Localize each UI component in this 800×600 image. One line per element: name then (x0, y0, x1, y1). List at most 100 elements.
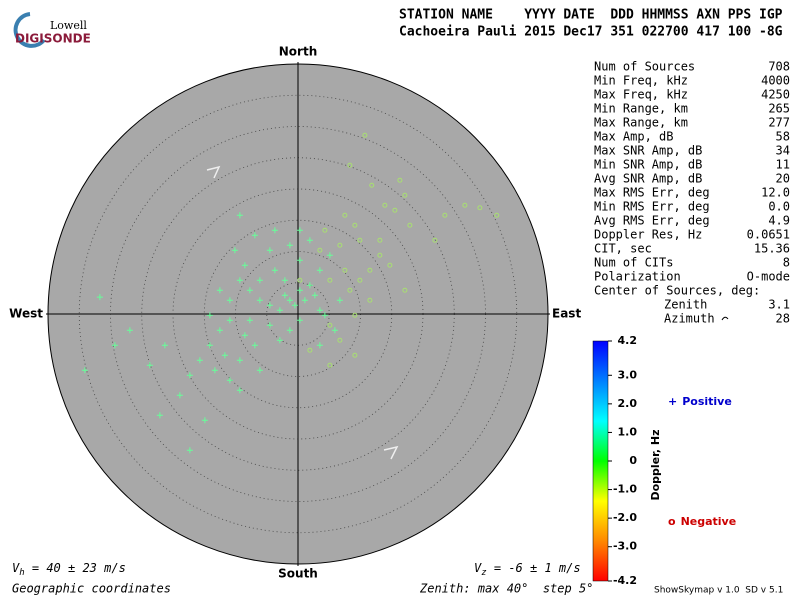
stat-value: 0.0 (768, 200, 790, 214)
positive-source (176, 392, 183, 399)
legend-entry: + Positive (668, 395, 732, 408)
negative-source (317, 247, 323, 253)
negative-source (352, 312, 358, 318)
stat-label: Num of CITs (594, 256, 673, 270)
negative-source (342, 267, 348, 273)
negative-source (494, 212, 500, 218)
negative-source (357, 237, 363, 243)
positive-source (291, 302, 298, 309)
positive-source (266, 322, 273, 329)
vh-symbol: V (12, 561, 20, 575)
stat-value: O-mode (747, 270, 790, 284)
vh-label: Vh = 40 ± 23 m/s (12, 561, 126, 578)
stat-label: Polarization (594, 270, 681, 284)
negative-source (402, 192, 408, 198)
positive-source (111, 342, 118, 349)
legend-name: Positive (682, 395, 732, 408)
logo-swoosh (13, 12, 46, 48)
positive-source (236, 212, 243, 219)
positive-source (281, 277, 288, 284)
negative-source (382, 202, 388, 208)
logo-bottom: DIGISONDE (15, 32, 91, 46)
legend-entry: o Negative (668, 515, 736, 528)
positive-source (221, 352, 228, 359)
positive-source (231, 247, 238, 254)
positive-source (226, 297, 233, 304)
positive-source (196, 357, 203, 364)
positive-source (311, 292, 318, 299)
negative-source (367, 297, 373, 303)
negative-source (477, 205, 483, 211)
positive-source (156, 412, 163, 419)
colorbar-tick-label: 2.0 (618, 397, 638, 410)
positive-source (271, 267, 278, 274)
colorbar-tick-label: -1.0 (613, 483, 637, 496)
stat-value: 4000 (761, 74, 790, 88)
positive-source (286, 242, 293, 249)
direction-arrow (383, 445, 399, 460)
positive-source (276, 337, 283, 344)
stat-label: Min RMS Err, deg (594, 200, 710, 214)
positive-source (96, 294, 103, 301)
positive-source (296, 317, 303, 324)
stat-label: Max Freq, kHz (594, 88, 688, 102)
negative-source (327, 322, 333, 328)
negative-source (392, 207, 398, 213)
colorbar-tick-label: -3.0 (613, 540, 637, 553)
positive-source (251, 342, 258, 349)
negative-source (352, 222, 358, 228)
legend-marker: + (668, 395, 677, 408)
stat-label: Min Freq, kHz (594, 74, 688, 88)
positive-source (301, 297, 308, 304)
positive-source (236, 357, 243, 364)
positive-source (216, 287, 223, 294)
positive-source (256, 367, 263, 374)
positive-source (126, 327, 133, 334)
colorbar-tick-label: -2.0 (613, 511, 637, 524)
positive-source (246, 287, 253, 294)
positive-source (241, 262, 248, 269)
positive-source (81, 367, 88, 374)
positive-source (256, 297, 263, 304)
center-value: 3.1 (768, 298, 790, 312)
negative-source (462, 202, 468, 208)
positive-source (306, 237, 313, 244)
positive-source (271, 227, 278, 234)
center-label: Azimuth (664, 312, 715, 326)
vh-sub: h (19, 568, 24, 578)
stat-label: Num of Sources (594, 60, 695, 74)
positive-source (331, 327, 338, 334)
stat-label: Max Amp, dB (594, 130, 673, 144)
negative-source (377, 252, 383, 258)
stat-value: 4250 (761, 88, 790, 102)
stat-value: 11 (776, 158, 790, 172)
negative-source (387, 262, 393, 268)
vh-text: = 40 ± 23 m/s (25, 561, 126, 575)
negative-source (377, 237, 383, 243)
stat-label: Avg RMS Err, deg (594, 214, 710, 228)
positive-source (296, 227, 303, 234)
positive-source (296, 257, 303, 264)
positive-source (246, 317, 253, 324)
positive-source (146, 362, 153, 369)
positive-source (186, 447, 193, 454)
negative-source (369, 182, 375, 188)
negative-source (357, 277, 363, 283)
stat-label: Min Range, km (594, 102, 688, 116)
east-label: East (552, 307, 581, 321)
stat-value: 58 (776, 130, 790, 144)
stat-value: 708 (768, 60, 790, 74)
stat-value: 34 (776, 144, 790, 158)
header-line: STATION NAME YYYY DATE DDD HHMMSS AXN PP… (399, 8, 783, 23)
negative-source (337, 337, 343, 343)
stat-value: 8 (783, 256, 790, 270)
negative-source (402, 287, 408, 293)
stat-value: 0.0651 (747, 228, 790, 242)
negative-source (327, 277, 333, 283)
positive-source (226, 317, 233, 324)
colorbar-tick-label: -4.2 (613, 574, 637, 587)
negative-source (407, 222, 413, 228)
stat-value: 15.36 (754, 242, 790, 256)
azimuth-icon (721, 316, 729, 321)
